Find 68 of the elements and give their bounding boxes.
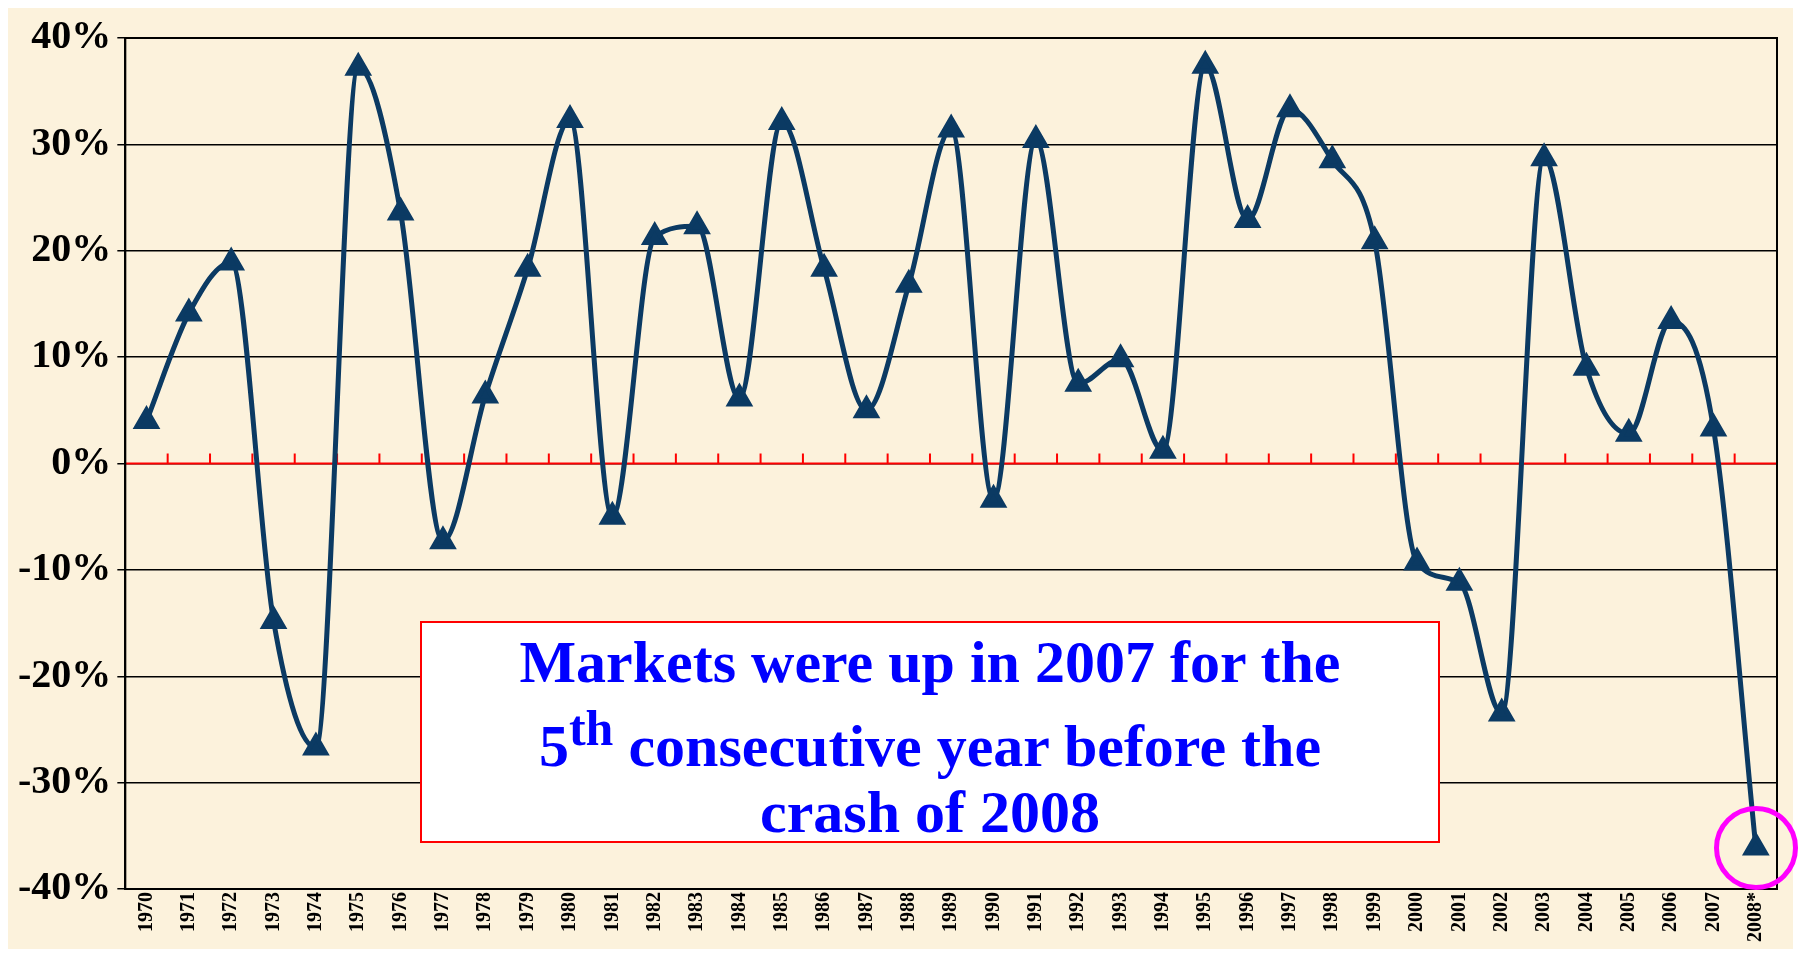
point [386,196,415,221]
x-tick-label: 1992 [1065,892,1088,932]
point [1108,343,1135,368]
x-tick-label: 2005 [1615,892,1638,932]
x-tick-label: 1997 [1277,892,1300,932]
x-tick-label: 1985 [768,892,791,932]
point [1361,225,1389,250]
x-tick-label: 2006 [1658,892,1681,932]
x-tick-label: 2002 [1488,892,1511,932]
x-tick-label: 1980 [557,892,580,932]
point [683,210,711,235]
x-tick-label: 1971 [176,892,199,932]
x-tick-label: 1987 [853,892,876,932]
x-tick-label: 1973 [260,892,283,932]
x-tick-label: 1977 [430,892,453,932]
x-tick-label: 1991 [1023,892,1046,932]
x-tick-label: 1993 [1107,892,1130,932]
y-tick-label: 10% [31,331,112,377]
point [259,605,288,629]
x-tick-label: 2008* [1743,892,1765,942]
x-tick-label: 1972 [218,892,241,932]
x-tick-label: 1994 [1150,892,1173,932]
x-tick-label: 1988 [895,892,918,932]
x-tick-label: 1998 [1319,892,1342,932]
y-tick-label: 30% [31,118,112,164]
point [429,525,457,550]
point [1022,124,1050,149]
y-tick-label: -20% [17,650,112,696]
x-tick-label: 2000 [1404,892,1427,932]
point [1318,144,1346,169]
point [1403,546,1431,571]
x-tick-label: 1986 [811,892,834,932]
point [557,106,583,128]
y-tick-label: 0% [51,437,112,483]
x-tick-label: 1996 [1234,892,1257,932]
x-tick-label: 2003 [1531,892,1554,932]
x-tick-label: 1979 [514,892,537,932]
point [1488,697,1516,722]
x-tick-label: 1981 [599,892,622,932]
x-tick-label: 1984 [726,892,749,932]
point [471,379,499,404]
x-tick-label: 2001 [1446,892,1469,932]
y-tick-label: 20% [31,225,112,271]
point [219,246,245,271]
x-tick-label: 1974 [303,892,326,932]
x-tick-label: 1983 [684,892,707,932]
y-tick-label: -40% [17,863,112,909]
x-tick-label: 1995 [1192,892,1215,932]
point [937,113,965,138]
x-tick-label: 1978 [472,892,495,932]
point [1699,412,1728,437]
point [1233,204,1262,228]
point [768,106,796,131]
point [852,394,881,419]
point [1530,142,1558,167]
y-tick-label: -30% [17,756,112,802]
point [1276,93,1302,118]
x-tick-label: 1982 [641,892,664,932]
y-tick-label: 40% [31,12,112,58]
x-tick-label: 1970 [133,892,156,932]
y-tick-label: -10% [17,544,112,590]
x-tick-label: 2007 [1700,892,1723,932]
x-tick-label: 2004 [1573,892,1596,932]
x-tick-label: 1975 [345,892,368,932]
x-tick-label: 1990 [980,892,1003,932]
x-tick-label: 1989 [938,892,961,932]
x-tick-label: 1976 [387,892,410,932]
x-tick-label: 1999 [1361,892,1384,932]
